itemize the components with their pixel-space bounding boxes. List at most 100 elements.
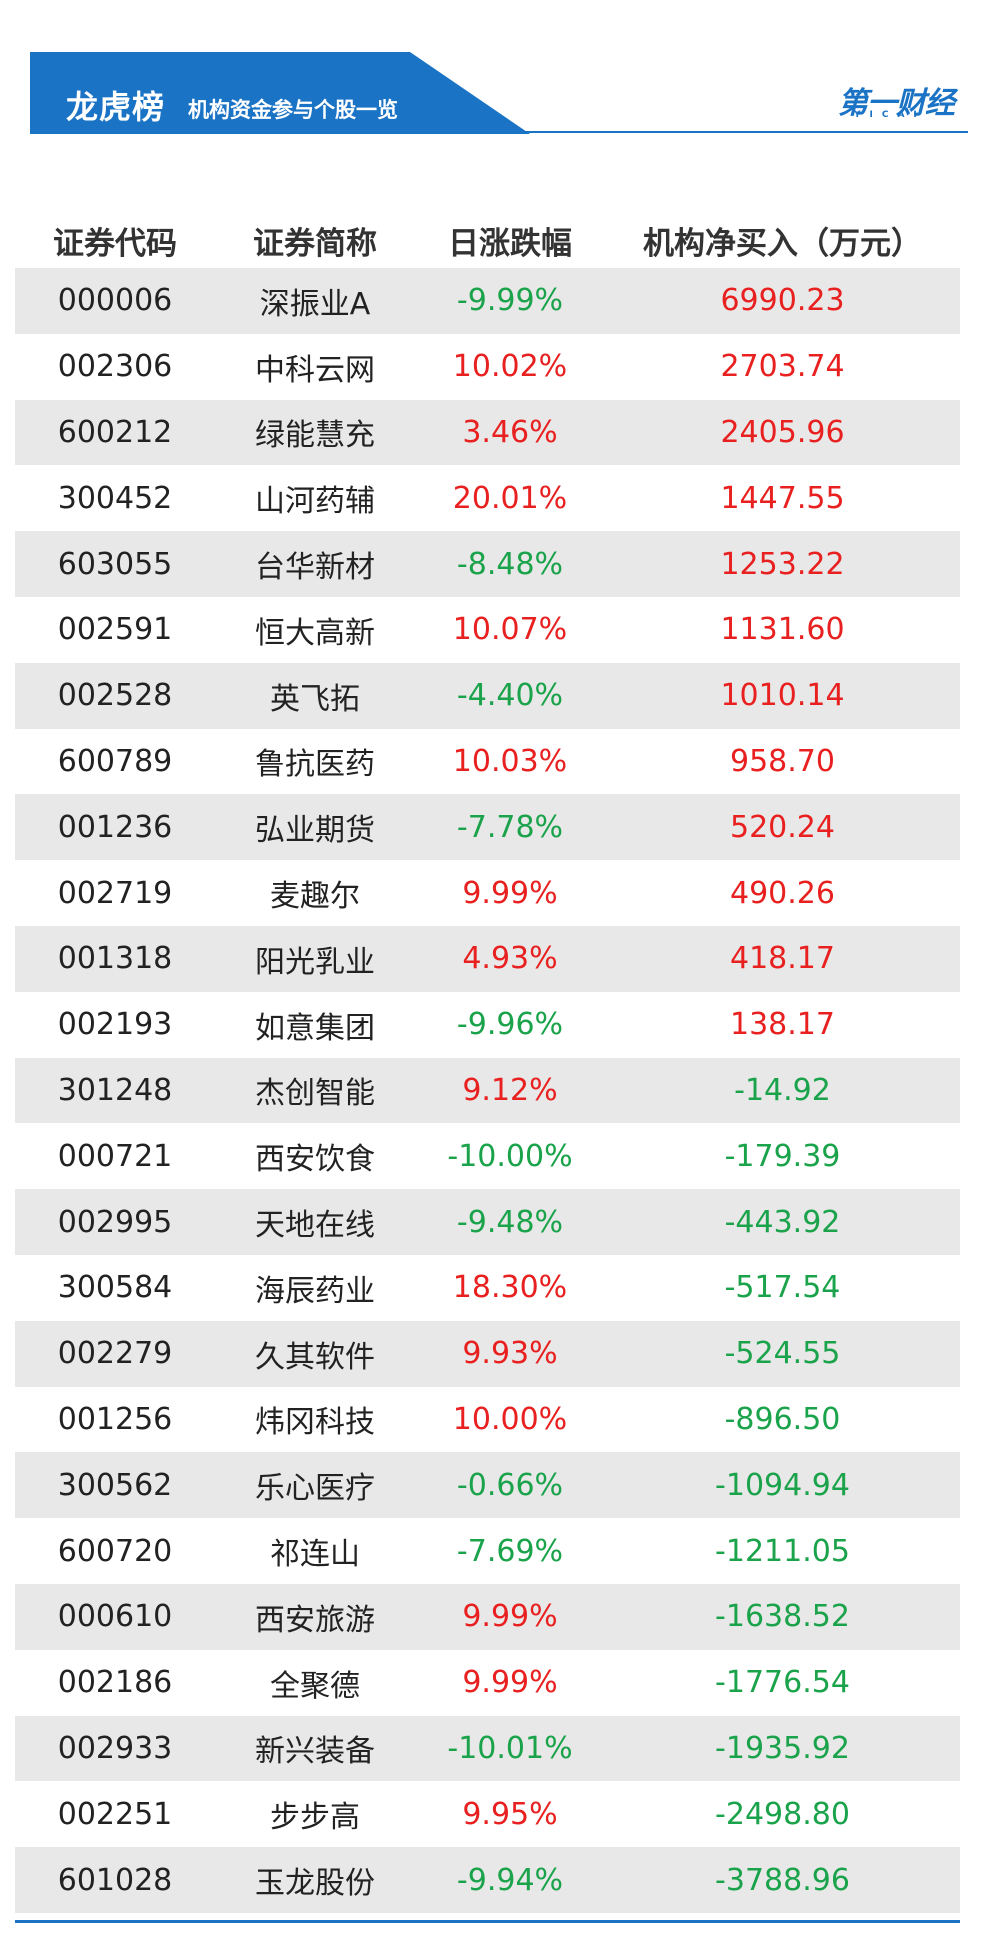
cell-net-buy: 958.70 <box>730 743 835 779</box>
cell-change: 20.01% <box>452 480 568 516</box>
cell-change: -9.48% <box>456 1204 564 1240</box>
column-header-change: 日涨跌幅 <box>448 225 572 262</box>
table-row: 600720 祁连山 -7.69% -1211.05 <box>15 1518 960 1584</box>
cell-code: 300584 <box>57 1270 173 1306</box>
column-header-net-buy: 机构净买入（万元） <box>643 225 922 262</box>
brand-name: 第一财经 <box>838 86 955 121</box>
cell-name: 步步高 <box>270 1800 360 1836</box>
cell-net-buy: -1094.94 <box>715 1467 850 1503</box>
table-row: 002186 全聚德 9.99% -1776.54 <box>15 1650 960 1716</box>
cell-code: 001318 <box>57 941 173 977</box>
cell-net-buy: 2405.96 <box>720 414 845 450</box>
table-row: 002719 麦趣尔 9.99% 490.26 <box>15 860 960 926</box>
cell-change: -7.69% <box>456 1533 564 1569</box>
table-row: 002528 英飞拓 -4.40% 1010.14 <box>15 662 960 729</box>
brand-logo: 第一财经 YICAI <box>838 78 958 124</box>
cell-change: 9.99% <box>462 1599 558 1635</box>
table-row: 603055 台华新材 -8.48% 1253.22 <box>15 531 960 597</box>
cell-change: 10.00% <box>452 1401 568 1437</box>
cell-net-buy: 418.17 <box>730 941 835 977</box>
table-row: 300584 海辰药业 18.30% -517.54 <box>15 1255 960 1321</box>
table-row: 300562 乐心医疗 -0.66% -1094.94 <box>15 1452 960 1519</box>
cell-net-buy: 1010.14 <box>720 678 845 714</box>
cell-name: 乐心医疗 <box>255 1471 375 1507</box>
table-header: 证券代码 证券简称 日涨跌幅 机构净买入（万元） <box>15 212 960 268</box>
column-header-name: 证券简称 <box>253 225 377 262</box>
cell-change: 9.93% <box>462 1336 558 1372</box>
cell-net-buy: -179.39 <box>724 1138 841 1174</box>
cell-code: 600212 <box>57 414 173 450</box>
brand-sub: YICAI <box>854 110 926 120</box>
cell-name: 山河药辅 <box>255 484 375 520</box>
cell-net-buy: -3788.96 <box>715 1862 850 1898</box>
cell-name: 鲁抗医药 <box>255 747 375 783</box>
table-row: 000610 西安旅游 9.99% -1638.52 <box>15 1583 960 1650</box>
cell-name: 杰创智能 <box>255 1076 375 1112</box>
cell-code: 000006 <box>57 283 173 319</box>
cell-name: 玉龙股份 <box>255 1866 375 1902</box>
cell-code: 600789 <box>57 743 173 779</box>
cell-net-buy: -524.55 <box>724 1336 841 1372</box>
cell-change: -10.01% <box>447 1730 573 1766</box>
cell-code: 001256 <box>57 1401 173 1437</box>
cell-name: 如意集团 <box>255 1010 375 1046</box>
cell-name: 绿能慧充 <box>255 418 375 454</box>
cell-change: 10.03% <box>452 743 568 779</box>
table-row: 001236 弘业期货 -7.78% 520.24 <box>15 794 960 861</box>
table-row: 002933 新兴装备 -10.01% -1935.92 <box>15 1715 960 1782</box>
table-row: 002193 如意集团 -9.96% 138.17 <box>15 992 960 1058</box>
cell-code: 002995 <box>57 1204 173 1240</box>
cell-name: 新兴装备 <box>255 1734 375 1770</box>
cell-net-buy: -1776.54 <box>715 1665 850 1701</box>
cell-change: -8.48% <box>456 546 564 582</box>
cell-net-buy: 490.26 <box>730 875 835 911</box>
cell-change: 4.93% <box>462 941 558 977</box>
page-title: 龙虎榜 <box>66 88 166 126</box>
banner-shape <box>30 52 968 134</box>
cell-code: 001236 <box>57 809 173 845</box>
cell-net-buy: 2703.74 <box>720 349 845 385</box>
cell-change: -0.66% <box>456 1467 564 1503</box>
cell-code: 002186 <box>57 1665 173 1701</box>
cell-name: 中科云网 <box>255 352 375 388</box>
cell-change: 9.12% <box>462 1072 558 1108</box>
cell-name: 阳光乳业 <box>255 944 375 980</box>
cell-code: 002528 <box>57 678 173 714</box>
cell-code: 002251 <box>57 1796 173 1832</box>
cell-net-buy: -896.50 <box>724 1401 841 1437</box>
cell-net-buy: -2498.80 <box>715 1796 850 1832</box>
table-row: 301248 杰创智能 9.12% -14.92 <box>15 1057 960 1124</box>
cell-change: -9.96% <box>456 1007 564 1043</box>
cell-code: 002306 <box>57 349 173 385</box>
cell-change: -9.94% <box>456 1862 564 1898</box>
table-row: 002251 步步高 9.95% -2498.80 <box>15 1781 960 1847</box>
cell-code: 000721 <box>57 1138 173 1174</box>
cell-net-buy: -1638.52 <box>715 1599 850 1635</box>
cell-change: 3.46% <box>462 414 558 450</box>
cell-net-buy: 1253.22 <box>720 546 845 582</box>
cell-change: 18.30% <box>452 1270 568 1306</box>
cell-net-buy: -1935.92 <box>715 1730 850 1766</box>
cell-net-buy: 520.24 <box>730 809 835 845</box>
cell-net-buy: -14.92 <box>734 1072 831 1108</box>
cell-net-buy: -443.92 <box>724 1204 841 1240</box>
cell-name: 炜冈科技 <box>255 1405 375 1441</box>
cell-change: 10.02% <box>452 349 568 385</box>
cell-name: 英飞拓 <box>270 681 360 717</box>
cell-name: 台华新材 <box>255 550 375 586</box>
table-row: 600212 绿能慧充 3.46% 2405.96 <box>15 399 960 466</box>
cell-name: 全聚德 <box>270 1668 360 1704</box>
cell-code: 002933 <box>57 1730 173 1766</box>
cell-code: 000610 <box>57 1599 173 1635</box>
cell-change: -7.78% <box>456 809 564 845</box>
cell-code: 002279 <box>57 1336 173 1372</box>
cell-name: 弘业期货 <box>255 813 375 849</box>
bottom-divider <box>15 1920 960 1923</box>
table-row: 002306 中科云网 10.02% 2703.74 <box>15 334 960 400</box>
table-row: 002279 久其软件 9.93% -524.55 <box>15 1320 960 1387</box>
cell-code: 002591 <box>57 612 173 648</box>
institution-table: 证券代码 证券简称 日涨跌幅 机构净买入（万元） 000006 深振业A -9.99… <box>15 212 960 1913</box>
cell-code: 603055 <box>57 546 173 582</box>
table-row: 001256 炜冈科技 10.00% -896.50 <box>15 1387 960 1453</box>
cell-code: 600720 <box>57 1533 173 1569</box>
